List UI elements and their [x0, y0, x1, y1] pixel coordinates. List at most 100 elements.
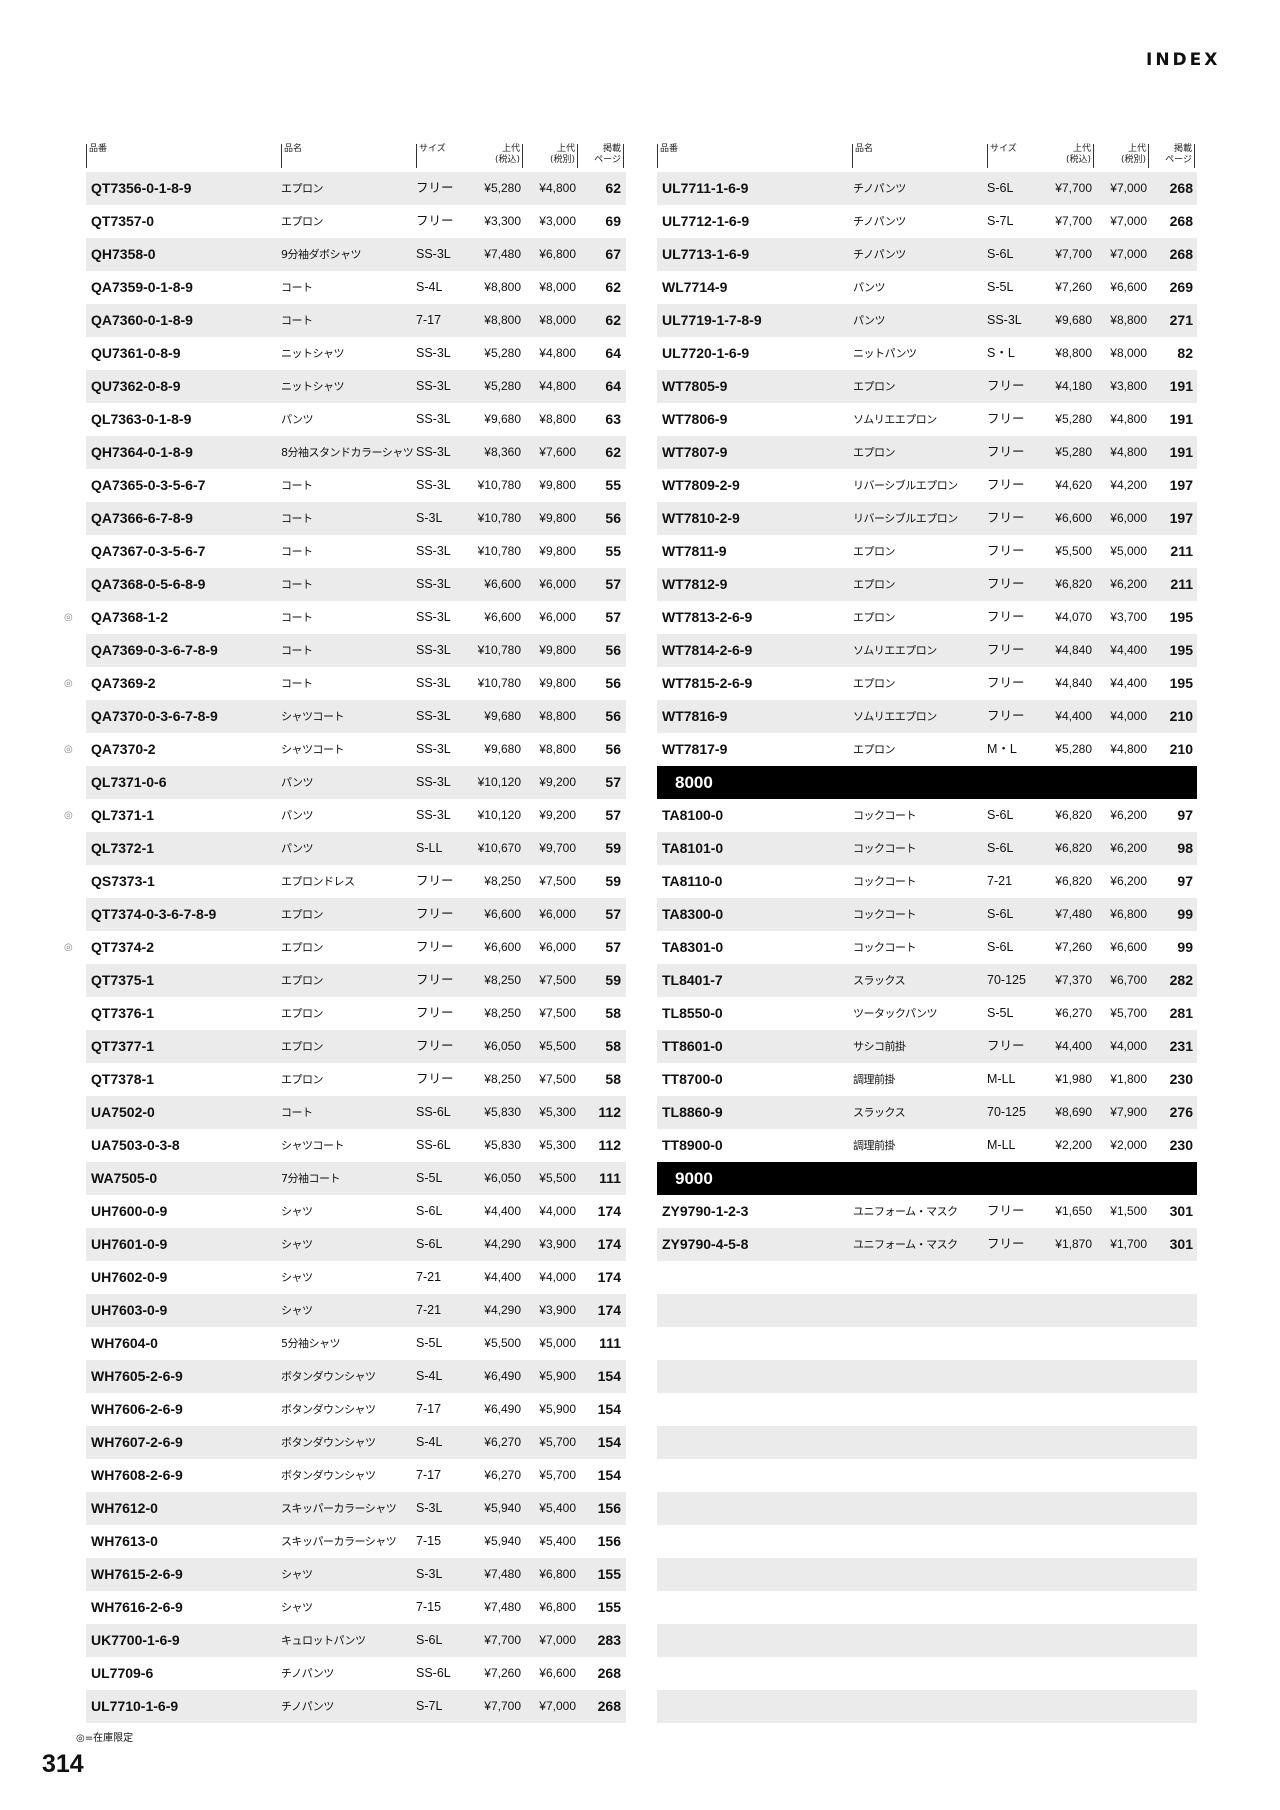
product-name: パンツ: [853, 314, 886, 327]
product-size: SS-3L: [416, 412, 451, 426]
empty-row: [657, 1492, 1197, 1525]
product-name: エプロン: [853, 380, 896, 393]
table-row: UH7603-0-9 シャツ 7-21 ¥4,290 ¥3,900 174: [86, 1294, 626, 1327]
price-tax-excluded: ¥6,200: [1110, 841, 1147, 855]
product-name: ボタンダウンシャツ: [281, 1436, 376, 1449]
column-header-price_excl: 上代 (税別): [1121, 144, 1149, 168]
product-code: WH7612-0: [91, 1500, 158, 1516]
table-row: TT8700-0 調理前掛 M-LL ¥1,980 ¥1,800 230: [657, 1063, 1197, 1096]
table-row: WT7805-9 エプロン フリー ¥4,180 ¥3,800 191: [657, 370, 1197, 403]
product-size: M-LL: [987, 1072, 1016, 1086]
catalog-page: 82: [1177, 345, 1193, 361]
catalog-page: 56: [605, 642, 621, 658]
product-code: QU7361-0-8-9: [91, 345, 181, 361]
price-tax-excluded: ¥8,800: [539, 412, 576, 426]
price-tax-excluded: ¥7,500: [539, 874, 576, 888]
price-tax-included: ¥5,940: [484, 1534, 521, 1548]
table-row: TT8900-0 調理前掛 M-LL ¥2,200 ¥2,000 230: [657, 1129, 1197, 1162]
price-tax-excluded: ¥6,800: [539, 1600, 576, 1614]
price-tax-included: ¥8,360: [484, 445, 521, 459]
price-tax-excluded: ¥5,900: [539, 1369, 576, 1383]
table-row: WT7814-2-6-9 ソムリエエプロン フリー ¥4,840 ¥4,400 195: [657, 634, 1197, 667]
catalog-page: 271: [1169, 312, 1193, 328]
price-tax-excluded: ¥6,000: [1110, 511, 1147, 525]
table-row: UA7502-0 コート SS-6L ¥5,830 ¥5,300 112: [86, 1096, 626, 1129]
catalog-page: 111: [599, 1335, 621, 1351]
catalog-page: 56: [605, 708, 621, 724]
price-tax-excluded: ¥6,800: [539, 247, 576, 261]
price-tax-excluded: ¥8,000: [539, 313, 576, 327]
product-code: TL8860-9: [662, 1104, 723, 1120]
catalog-page: 63: [605, 411, 621, 427]
product-code: UL7713-1-6-9: [662, 246, 750, 262]
catalog-page: 197: [1169, 477, 1193, 493]
catalog-page: 55: [605, 477, 621, 493]
product-size: SS-3L: [416, 610, 451, 624]
empty-row: [657, 1459, 1197, 1492]
product-size: S-3L: [416, 1501, 443, 1515]
column-header-name: 品名: [852, 144, 873, 168]
product-name: コート: [281, 545, 313, 558]
product-code: UA7503-0-3-8: [91, 1137, 180, 1153]
price-tax-included: ¥4,400: [1055, 709, 1092, 723]
column-header-name: 品名: [281, 144, 302, 168]
product-size: フリー: [987, 445, 1025, 459]
product-code: WT7812-9: [662, 576, 728, 592]
catalog-page: 211: [1170, 576, 1193, 592]
product-code: QU7362-0-8-9: [91, 378, 181, 394]
product-name: コート: [281, 677, 313, 690]
table-row: WH7615-2-6-9 シャツ S-3L ¥7,480 ¥6,800 155: [86, 1558, 626, 1591]
price-tax-included: ¥7,260: [1055, 280, 1092, 294]
product-size: M・L: [987, 742, 1017, 756]
product-name: コート: [281, 644, 313, 657]
product-size: S-6L: [987, 181, 1014, 195]
product-name: エプロン: [853, 611, 896, 624]
product-name: スキッパーカラーシャツ: [281, 1535, 397, 1548]
product-code: QA7370-2: [91, 741, 156, 757]
product-name: エプロン: [281, 1040, 324, 1053]
catalog-page: 112: [598, 1137, 621, 1153]
product-name: エプロン: [853, 677, 896, 690]
product-code: TA8110-0: [662, 873, 723, 889]
catalog-page: 62: [605, 180, 621, 196]
price-tax-excluded: ¥3,900: [539, 1237, 576, 1251]
table-row: WH7604-0 5分袖シャツ S-5L ¥5,500 ¥5,000 111: [86, 1327, 626, 1360]
empty-row: [657, 1558, 1197, 1591]
product-name: 8分袖スタンドカラーシャツ: [281, 446, 414, 459]
product-name: コート: [281, 314, 313, 327]
table-row: QL7363-0-1-8-9 パンツ SS-3L ¥9,680 ¥8,800 63: [86, 403, 626, 436]
product-name: チノパンツ: [853, 182, 906, 195]
price-tax-included: ¥6,270: [484, 1435, 521, 1449]
catalog-page: 154: [597, 1434, 621, 1450]
price-tax-included: ¥6,600: [484, 907, 521, 921]
product-code: QT7376-1: [91, 1005, 155, 1021]
table-row: TA8300-0 コックコート S-6L ¥7,480 ¥6,800 99: [657, 898, 1197, 931]
product-name: 調理前掛: [853, 1073, 896, 1086]
price-tax-included: ¥1,870: [1055, 1237, 1092, 1251]
product-size: SS-6L: [416, 1138, 451, 1152]
price-tax-excluded: ¥4,200: [1110, 478, 1147, 492]
empty-row: [657, 1525, 1197, 1558]
product-code: WH7605-2-6-9: [91, 1368, 183, 1384]
empty-row: [657, 1294, 1197, 1327]
price-tax-excluded: ¥4,000: [539, 1270, 576, 1284]
product-code: ZY9790-4-5-8: [662, 1236, 749, 1252]
price-tax-excluded: ¥8,800: [1110, 313, 1147, 327]
price-tax-excluded: ¥9,800: [539, 643, 576, 657]
price-tax-excluded: ¥3,900: [539, 1303, 576, 1317]
table-row: QH7358-0 9分袖ダボシャツ SS-3L ¥7,480 ¥6,800 67: [86, 238, 626, 271]
price-tax-included: ¥6,600: [484, 940, 521, 954]
table-row: WT7812-9 エプロン フリー ¥6,820 ¥6,200 211: [657, 568, 1197, 601]
price-tax-excluded: ¥5,300: [539, 1138, 576, 1152]
price-tax-included: ¥6,490: [484, 1402, 521, 1416]
table-row: WT7806-9 ソムリエエプロン フリー ¥5,280 ¥4,800 191: [657, 403, 1197, 436]
price-tax-excluded: ¥6,600: [1110, 940, 1147, 954]
price-tax-included: ¥10,120: [477, 775, 521, 789]
product-size: SS-3L: [416, 379, 451, 393]
page-number: 314: [42, 1750, 84, 1778]
product-code: WH7608-2-6-9: [91, 1467, 183, 1483]
price-tax-included: ¥8,250: [484, 973, 521, 987]
price-tax-excluded: ¥5,400: [539, 1501, 576, 1515]
product-code: QH7358-0: [91, 246, 156, 262]
table-row: QS7373-1 エプロンドレス フリー ¥8,250 ¥7,500 59: [86, 865, 626, 898]
